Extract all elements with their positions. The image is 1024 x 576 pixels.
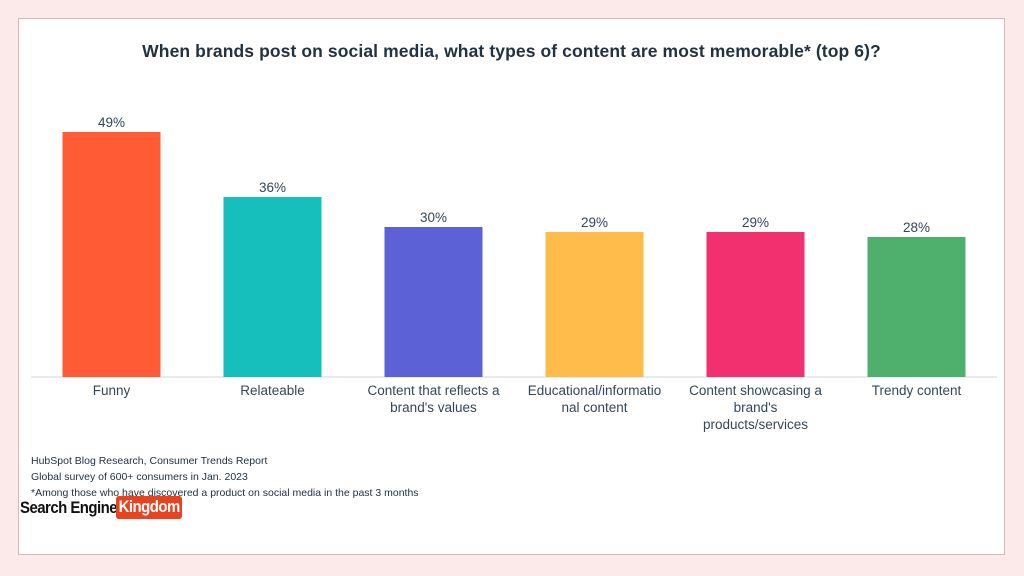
value-label-2: 30% [420, 210, 447, 225]
chart-card: When brands post on social media, what t… [18, 18, 1005, 555]
value-label-0: 49% [98, 115, 125, 130]
bar-2 [384, 227, 483, 377]
note-source: HubSpot Blog Research, Consumer Trends R… [31, 455, 268, 467]
category-label-4-line-2: products/services [703, 417, 808, 432]
logo-text-kingdom: Kingdom [116, 496, 183, 519]
bar-chart: 49% Funny 36% Relateable 30% Content that ref… [31, 115, 997, 432]
category-label-3-line-0: Educational/informatio [528, 383, 662, 398]
category-label-0-line-0: Funny [93, 383, 131, 398]
site-logo: Search Engine Kingdom [20, 496, 192, 519]
bar-4 [706, 232, 805, 377]
bar-0 [62, 132, 161, 377]
category-label-5-line-0: Trendy content [872, 383, 962, 398]
category-label-4-line-0: Content showcasing a [689, 383, 822, 398]
category-label-1-line-0: Relateable [240, 383, 305, 398]
category-label-2-line-1: brand's values [390, 400, 477, 415]
value-label-3: 29% [581, 215, 608, 230]
bar-1 [223, 197, 322, 377]
category-label-3-line-1: nal content [561, 400, 627, 415]
value-label-4: 29% [742, 215, 769, 230]
value-label-1: 36% [259, 180, 286, 195]
chart-title: When brands post on social media, what t… [142, 41, 881, 61]
source-notes: HubSpot Blog Research, Consumer Trends R… [31, 453, 419, 501]
bar-5 [867, 237, 966, 377]
logo-text-search-engine: Search Engine [20, 497, 118, 517]
category-label-4-line-1: brand's [734, 400, 778, 415]
category-label-2-line-0: Content that reflects a [367, 383, 500, 398]
note-survey: Global survey of 600+ consumers in Jan. … [31, 471, 248, 483]
bar-3 [545, 232, 644, 377]
value-label-5: 28% [903, 220, 930, 235]
